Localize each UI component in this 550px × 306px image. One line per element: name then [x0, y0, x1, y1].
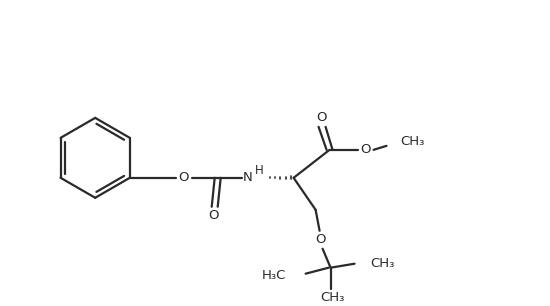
Text: CH₃: CH₃ [321, 291, 345, 304]
Text: O: O [316, 111, 327, 124]
Text: O: O [179, 171, 189, 184]
Text: H: H [255, 164, 264, 177]
Text: O: O [208, 209, 219, 222]
Text: O: O [360, 143, 371, 156]
Text: CH₃: CH₃ [371, 257, 395, 270]
Text: H₃C: H₃C [261, 269, 285, 282]
Text: N: N [243, 171, 252, 184]
Text: O: O [315, 233, 326, 246]
Text: CH₃: CH₃ [400, 135, 425, 148]
